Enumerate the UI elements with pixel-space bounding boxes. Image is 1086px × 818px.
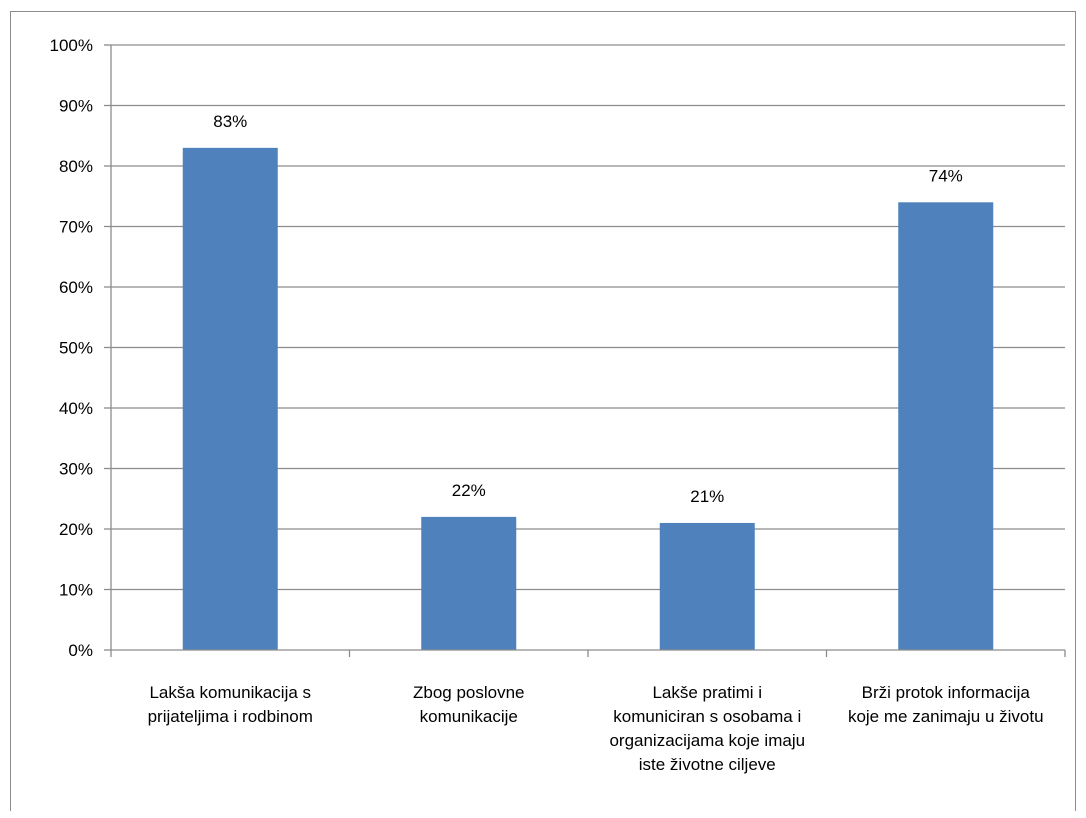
y-tick-label: 30% (59, 460, 93, 479)
y-tick-label: 60% (59, 278, 93, 297)
bar (659, 522, 755, 650)
data-label: 83% (213, 112, 247, 131)
category-label-line: koje me zanimaju u životu (848, 707, 1044, 726)
category-label: Zbog poslovne komunikacije (413, 683, 525, 726)
category-label-line: Brži protok informacija (862, 683, 1031, 702)
y-tick-label: 20% (59, 520, 93, 539)
y-tick-label: 90% (59, 97, 93, 116)
y-tick-label: 0% (68, 641, 93, 660)
y-tick-label: 70% (59, 218, 93, 237)
data-label: 21% (690, 487, 724, 506)
y-tick-label: 40% (59, 399, 93, 418)
x-axis: Lakša komunikacija s prijateljima i rodbi… (110, 649, 1066, 774)
category-label-line: prijateljima i rodbinom (148, 707, 313, 726)
bar (898, 202, 994, 651)
data-label: 74% (929, 166, 963, 185)
data-label: 22% (452, 481, 486, 500)
category-label-line: komuniciran s osobama i (613, 707, 801, 726)
y-axis: 0% 10% 20% 30% 40% 50% 60% 70% 80% 90% 100% (50, 36, 112, 660)
y-tick-label: 50% (59, 339, 93, 358)
category-label-line: komunikacije (420, 707, 518, 726)
bar (182, 147, 278, 650)
category-label-line: organizacijama koje imaju (609, 731, 805, 750)
category-label: Lakša komunikacija s prijateljima i rodbi… (148, 683, 313, 726)
category-label-line: Lakša komunikacija s (149, 683, 311, 702)
bars (182, 147, 994, 651)
y-tick-label: 80% (59, 157, 93, 176)
data-labels: 83% 22% 21% 74% (213, 112, 963, 506)
bar (421, 516, 517, 650)
category-label: Brži protok informacija koje me zanimaju … (848, 683, 1044, 726)
y-tick-label: 10% (59, 581, 93, 600)
category-label-line: Lakše pratimi i (652, 683, 762, 702)
category-label: Lakše pratimi i komuniciran s osobama i or… (609, 683, 805, 774)
y-tick-label: 100% (50, 36, 93, 55)
category-label-line: Zbog poslovne (413, 683, 525, 702)
category-label-line: iste životne ciljeve (639, 755, 776, 774)
